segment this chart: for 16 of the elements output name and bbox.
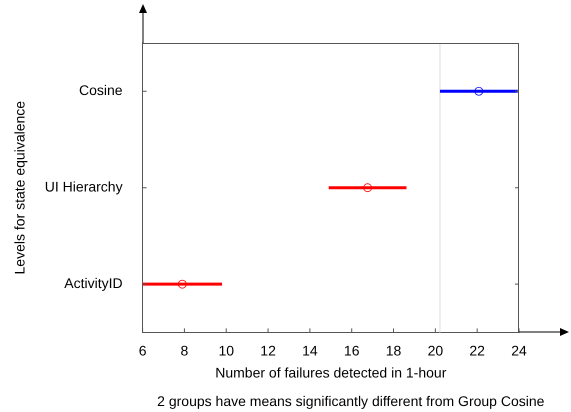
y-tick-label: Cosine: [79, 82, 123, 98]
x-tick-label: 20: [428, 342, 444, 359]
y-tick-label: UI Hierarchy: [44, 178, 123, 195]
x-tick-label: 12: [260, 342, 276, 359]
x-tick-label: 8: [180, 342, 189, 359]
x-axis-title: Number of failures detected in 1-hour: [215, 364, 447, 380]
text: 2 groups have means significantly different from Group Cosine: [157, 393, 545, 409]
x-tick-label: 10: [218, 342, 234, 359]
y-tick-label: ActivityID: [64, 275, 123, 292]
x-tick-label: 24: [511, 342, 527, 359]
x-tick-label: 22: [469, 342, 486, 359]
x-tick-label: 16: [344, 342, 360, 359]
x-tick-label: 18: [386, 342, 402, 359]
y-axis-title: Levels for state equivalence: [11, 100, 28, 274]
x-tick-label: 6: [138, 342, 147, 359]
x-tick-label: 14: [302, 342, 318, 359]
